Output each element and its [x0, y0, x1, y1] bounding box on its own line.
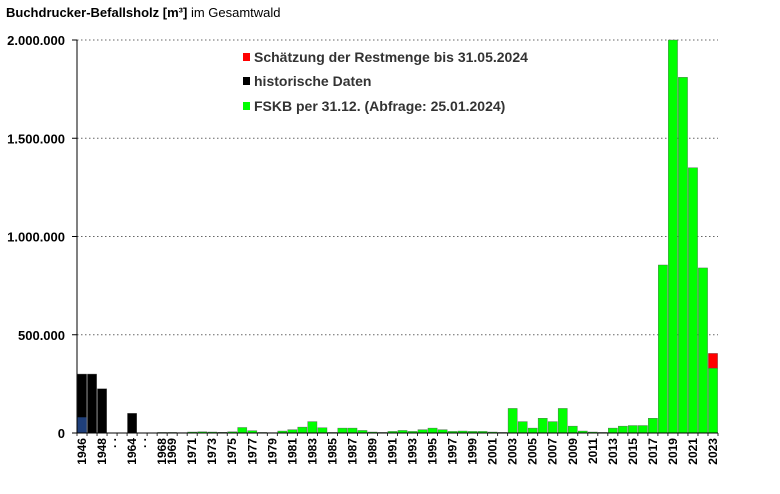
chart-title-bold: Buchdrucker-Befallsholz [m³]	[6, 5, 188, 20]
y-tick-label: 500.000	[18, 328, 65, 343]
x-tick-label: 2005	[526, 438, 540, 465]
bar-1981	[287, 429, 298, 434]
x-tick-label: 2023	[706, 438, 720, 465]
bar-2023	[708, 353, 718, 369]
bar-1948	[97, 388, 107, 434]
legend-label: historische Daten	[254, 73, 371, 89]
x-tick-label: 1969	[165, 438, 179, 465]
bar-2018	[658, 264, 668, 434]
bar-1994	[417, 429, 428, 434]
bar-2006	[537, 418, 548, 434]
bar-1984	[317, 427, 328, 434]
x-tick-label: . .	[135, 438, 149, 448]
bar-2003	[507, 408, 518, 434]
bar-2020	[678, 77, 688, 434]
y-tick-label: 1.500.000	[7, 131, 65, 146]
y-axis-ticks: 0 500.000 1.000.000 1.500.000 2.000.000	[7, 33, 77, 441]
x-tick-label: 2017	[646, 438, 660, 465]
x-tick-label: 1948	[95, 438, 109, 465]
x-tick-label: 1991	[385, 438, 399, 465]
x-tick-label: 1977	[245, 438, 259, 465]
legend-label: FSKB per 31.12. (Abfrage: 25.01.2024)	[254, 98, 505, 114]
x-tick-label: 1964	[125, 438, 139, 465]
bar-2019	[668, 39, 678, 434]
chart-title-normal: im Gesamtwald	[190, 5, 281, 20]
bar-2014	[618, 425, 628, 434]
x-tick-label: 1973	[205, 438, 219, 465]
x-tick-label: 1968	[155, 438, 169, 465]
chart-title: Buchdrucker-Befallsholz [m³] im Gesamtwa…	[6, 5, 281, 20]
bar-2016	[638, 425, 648, 434]
bar-1976	[237, 427, 248, 434]
bar-2005	[527, 427, 538, 434]
x-tick-label: 1975	[225, 438, 239, 465]
y-tick-label: 2.000.000	[7, 33, 65, 48]
bar-1964	[127, 413, 137, 434]
legend-swatch	[243, 77, 250, 85]
x-tick-label: 1981	[285, 438, 299, 465]
x-tick-label: 2011	[586, 438, 600, 464]
bar-2004	[517, 421, 528, 434]
bar-2021	[688, 167, 698, 434]
bar-2022	[698, 267, 708, 434]
x-tick-label: 1946	[75, 438, 89, 465]
x-tick-label: . .	[105, 438, 119, 448]
legend-label: Schätzung der Restmenge bis 31.05.2024	[254, 49, 528, 65]
x-tick-label: 1985	[325, 438, 339, 465]
bar-2009	[567, 425, 578, 434]
x-tick-label: 2019	[666, 438, 680, 465]
bar-2015	[628, 425, 638, 434]
x-tick-label: 2009	[566, 438, 580, 465]
x-tick-label: 1983	[305, 438, 319, 465]
x-tick-label: 1971	[185, 438, 199, 465]
x-tick-label: 2007	[546, 438, 560, 465]
bar-1983	[307, 421, 318, 434]
bar-2007	[547, 421, 558, 434]
bar-2013	[608, 427, 618, 434]
x-tick-label: 2003	[506, 438, 520, 465]
bar-1986	[337, 427, 348, 434]
bar-1987	[347, 427, 358, 434]
x-tick-label: 2013	[606, 438, 620, 465]
x-tick-label: 1999	[466, 438, 480, 465]
x-tick-label: 2001	[486, 438, 500, 465]
bar-2023	[708, 367, 718, 434]
bar-1947	[87, 373, 97, 434]
x-tick-label: 2015	[626, 438, 640, 465]
bar-2008	[557, 408, 568, 434]
y-tick-label: 0	[58, 426, 65, 441]
bar-1946-overlay	[77, 417, 87, 433]
x-tick-label: 1993	[406, 438, 420, 465]
x-tick-label: 1979	[265, 438, 279, 465]
x-tick-label: 1997	[446, 438, 460, 465]
bar-1982	[297, 426, 308, 434]
bars	[77, 39, 718, 434]
x-tick-label: 1987	[345, 438, 359, 465]
bar-1995	[427, 427, 438, 434]
x-tick-label: 1995	[426, 438, 440, 465]
bar-2017	[648, 418, 658, 434]
legend: Schätzung der Restmenge bis 31.05.2024 hi…	[243, 49, 528, 114]
legend-swatch	[243, 53, 250, 61]
y-tick-label: 1.000.000	[7, 230, 65, 245]
x-tick-label: 2021	[686, 438, 700, 465]
grid-lines	[77, 39, 718, 336]
x-tick-label: 1989	[365, 438, 379, 465]
bar-1996	[437, 429, 448, 434]
legend-swatch	[243, 102, 250, 110]
